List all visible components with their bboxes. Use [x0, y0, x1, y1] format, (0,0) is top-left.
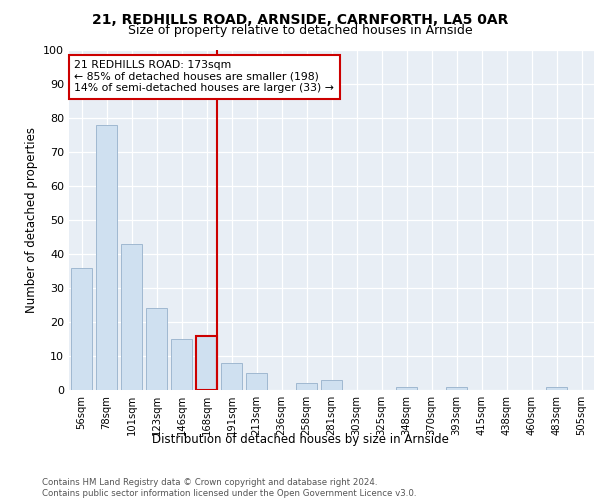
- Text: Contains HM Land Registry data © Crown copyright and database right 2024.
Contai: Contains HM Land Registry data © Crown c…: [42, 478, 416, 498]
- Y-axis label: Number of detached properties: Number of detached properties: [25, 127, 38, 313]
- Bar: [171, 339, 192, 390]
- Text: Size of property relative to detached houses in Arnside: Size of property relative to detached ho…: [128, 24, 472, 37]
- Text: Distribution of detached houses by size in Arnside: Distribution of detached houses by size …: [152, 432, 448, 446]
- Bar: [446, 386, 467, 390]
- Bar: [321, 380, 342, 390]
- Bar: [546, 386, 567, 390]
- Bar: [121, 244, 142, 390]
- Bar: [196, 336, 217, 390]
- Bar: [221, 363, 242, 390]
- Text: 21 REDHILLS ROAD: 173sqm
← 85% of detached houses are smaller (198)
14% of semi-: 21 REDHILLS ROAD: 173sqm ← 85% of detach…: [74, 60, 334, 94]
- Bar: [146, 308, 167, 390]
- Bar: [296, 383, 317, 390]
- Bar: [396, 386, 417, 390]
- Bar: [71, 268, 92, 390]
- Bar: [96, 125, 117, 390]
- Bar: [246, 373, 267, 390]
- Text: 21, REDHILLS ROAD, ARNSIDE, CARNFORTH, LA5 0AR: 21, REDHILLS ROAD, ARNSIDE, CARNFORTH, L…: [92, 12, 508, 26]
